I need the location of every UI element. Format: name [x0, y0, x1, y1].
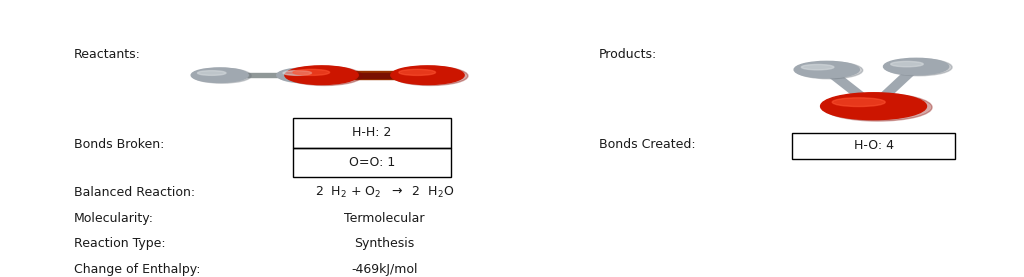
Text: Change of Enthalpy:: Change of Enthalpy:	[74, 263, 201, 276]
Text: Synthesis: Synthesis	[354, 237, 415, 250]
Text: Reaction Type:: Reaction Type:	[74, 237, 166, 250]
Bar	[225, 73, 300, 78]
Text: Termolecular: Termolecular	[344, 212, 425, 225]
Ellipse shape	[276, 68, 334, 83]
Text: O=O: 1: O=O: 1	[349, 156, 395, 169]
Bar	[793, 133, 955, 159]
Text: -469kJ/mol: -469kJ/mol	[351, 263, 418, 276]
Ellipse shape	[891, 61, 924, 67]
Text: H-O: 4: H-O: 4	[854, 139, 894, 152]
Ellipse shape	[796, 62, 863, 79]
Bar	[332, 71, 417, 73]
Ellipse shape	[795, 61, 859, 78]
Text: Bonds Created:: Bonds Created:	[599, 138, 695, 152]
Ellipse shape	[802, 65, 834, 70]
Ellipse shape	[820, 93, 927, 120]
Text: 2  H$_2$ + O$_2$  $\rightarrow$  2  H$_2$O: 2 H$_2$ + O$_2$ $\rightarrow$ 2 H$_2$O	[315, 185, 455, 200]
Ellipse shape	[279, 68, 337, 83]
Ellipse shape	[833, 98, 885, 107]
Ellipse shape	[393, 66, 468, 86]
Text: Products:: Products:	[599, 48, 656, 61]
Ellipse shape	[193, 68, 251, 83]
Ellipse shape	[283, 71, 311, 75]
Text: Bonds Broken:: Bonds Broken:	[74, 138, 165, 152]
Ellipse shape	[285, 66, 358, 84]
Bar	[332, 77, 417, 79]
Text: Molecularity:: Molecularity:	[74, 212, 154, 225]
Ellipse shape	[886, 59, 952, 76]
Ellipse shape	[884, 58, 948, 75]
Ellipse shape	[287, 66, 362, 86]
Ellipse shape	[391, 66, 464, 84]
Ellipse shape	[191, 68, 248, 83]
Bar	[293, 148, 451, 177]
Ellipse shape	[198, 71, 226, 75]
Ellipse shape	[399, 69, 435, 75]
Text: Reactants:: Reactants:	[74, 48, 141, 61]
Ellipse shape	[293, 69, 330, 75]
Text: H-H: 2: H-H: 2	[352, 126, 391, 139]
Bar	[332, 73, 417, 78]
Text: Balanced Reaction:: Balanced Reaction:	[74, 186, 196, 199]
Ellipse shape	[823, 94, 932, 121]
Bar	[293, 118, 451, 148]
